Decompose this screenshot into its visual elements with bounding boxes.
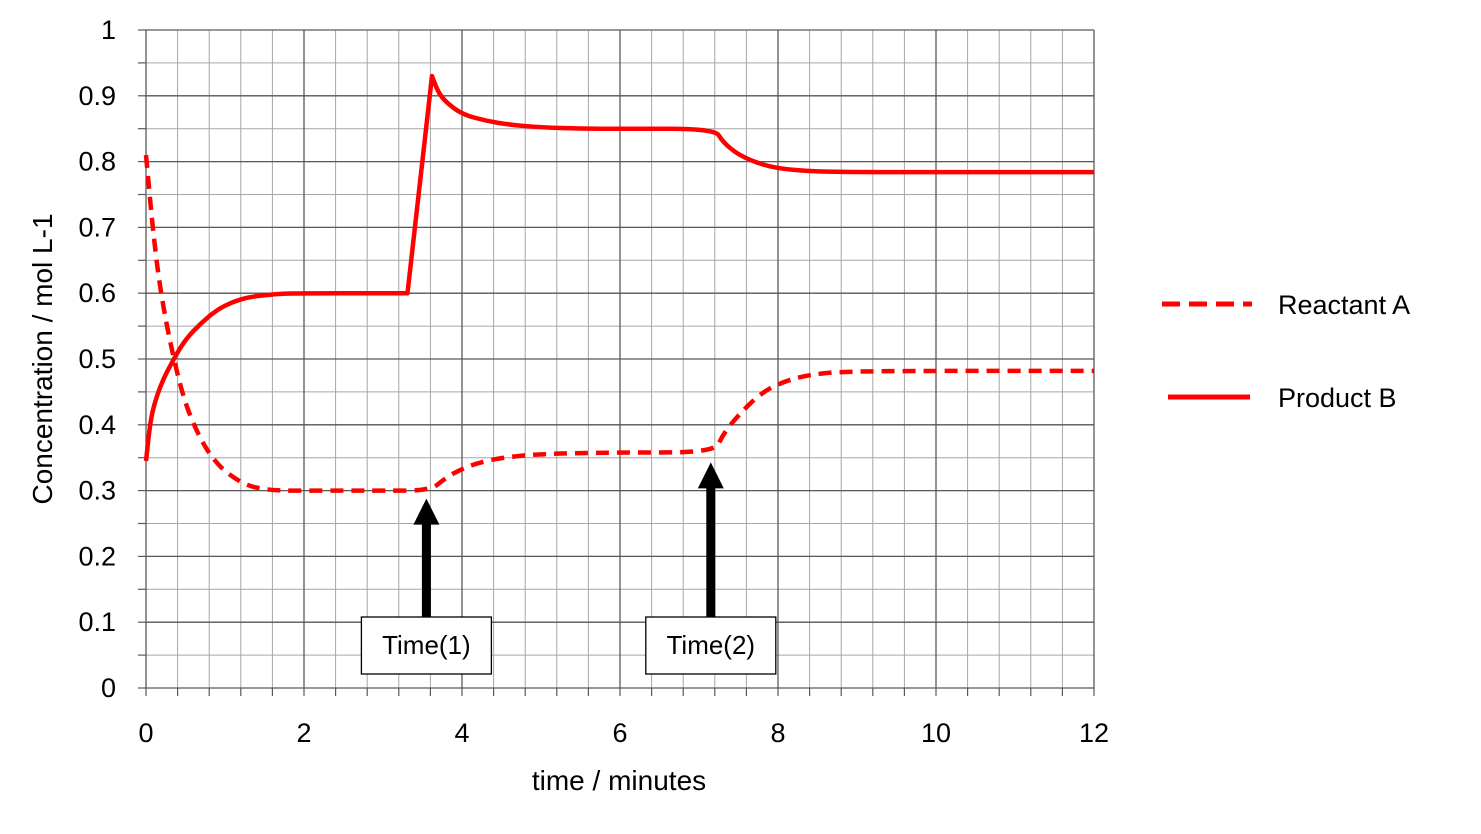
series-line-product-b (143, 73, 1094, 462)
y-tick-label: 0.5 (78, 344, 116, 374)
annotation-arrow-head (697, 462, 724, 489)
x-tick-label: 12 (1079, 718, 1109, 748)
x-tick-label: 2 (296, 718, 311, 748)
annotation-box (360, 616, 493, 675)
x-tick-label: 0 (138, 718, 153, 748)
series-layer (143, 73, 1094, 493)
major-gridlines (138, 29, 1095, 696)
y-tick-label: 0.3 (78, 476, 116, 506)
y-tick-label: 0.9 (78, 81, 116, 111)
y-tick-label: 0.1 (78, 607, 116, 637)
y-tick-label: 0.2 (78, 541, 116, 571)
x-axis-title: time / minutes (532, 765, 706, 796)
legend: Reactant A Product B (1162, 290, 1410, 413)
x-tick-label: 10 (921, 718, 951, 748)
y-tick-label: 1 (101, 15, 116, 45)
annotation-arrow-shaft (421, 523, 431, 617)
annotation-label: Time(2) (667, 630, 756, 660)
y-tick-label: 0.4 (78, 410, 116, 440)
legend-label: Reactant A (1278, 290, 1410, 320)
y-tick-label: 0.7 (78, 212, 116, 242)
x-tick-label: 6 (612, 718, 627, 748)
legend-label: Product B (1278, 383, 1397, 413)
annotations-layer: Time(1) Time(2) (360, 462, 777, 675)
x-tick-label: 8 (770, 718, 785, 748)
annotation-arrow-head (413, 498, 440, 525)
annotation-box (645, 616, 777, 675)
y-tick-label: 0.6 (78, 278, 116, 308)
x-tick-label: 4 (454, 718, 469, 748)
annotation-label: Time(1) (382, 630, 471, 660)
y-axis-title: Concentration / mol L-1 (27, 213, 58, 504)
series-line-reactant-a (143, 154, 1094, 493)
tick-labels-layer: 0 2 4 6 8 10 12 0 0.1 0.2 0.3 0.4 0.5 0.6 0.7 0.8 0.9 1 (78, 15, 1109, 748)
y-tick-label: 0.8 (78, 147, 116, 177)
annotation-arrow-shaft (706, 487, 716, 617)
y-tick-label: 0 (101, 673, 116, 703)
